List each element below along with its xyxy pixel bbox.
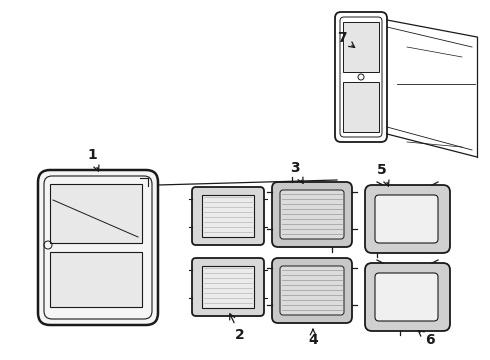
Bar — [50, 252, 142, 307]
FancyBboxPatch shape — [375, 195, 438, 243]
FancyBboxPatch shape — [192, 187, 264, 245]
FancyBboxPatch shape — [365, 185, 450, 253]
Bar — [50, 184, 142, 243]
FancyBboxPatch shape — [280, 266, 344, 315]
FancyBboxPatch shape — [38, 170, 158, 325]
FancyBboxPatch shape — [375, 273, 438, 321]
Text: 3: 3 — [290, 161, 303, 183]
Bar — [202, 266, 254, 308]
FancyBboxPatch shape — [192, 258, 264, 316]
FancyBboxPatch shape — [365, 263, 450, 331]
Bar — [343, 22, 379, 72]
FancyBboxPatch shape — [272, 182, 352, 247]
Bar — [343, 82, 379, 132]
Text: 5: 5 — [377, 163, 389, 186]
Text: 6: 6 — [418, 330, 435, 347]
Text: 1: 1 — [87, 148, 99, 171]
Bar — [202, 195, 254, 237]
Text: 7: 7 — [337, 31, 355, 48]
Text: 4: 4 — [308, 329, 318, 347]
FancyBboxPatch shape — [280, 190, 344, 239]
Text: 2: 2 — [230, 314, 245, 342]
FancyBboxPatch shape — [272, 258, 352, 323]
